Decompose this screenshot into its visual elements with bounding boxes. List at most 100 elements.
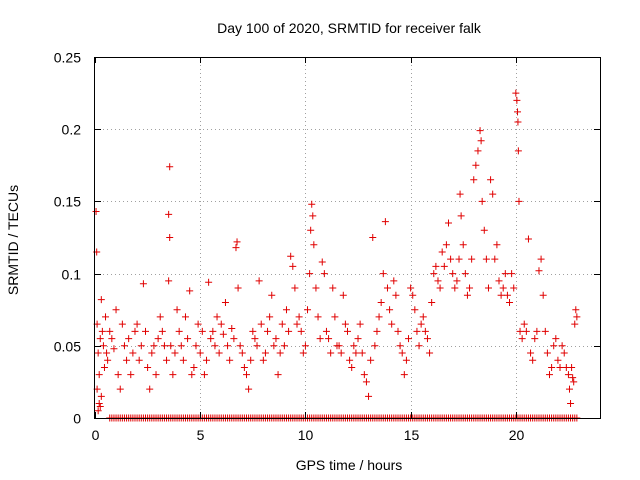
data-point [398, 349, 406, 357]
data-point [417, 320, 425, 328]
data-point [409, 291, 417, 299]
data-point [550, 342, 558, 350]
data-point [510, 284, 518, 292]
data-point [543, 349, 551, 357]
data-point [520, 320, 528, 328]
data-point [127, 371, 135, 379]
data-point [335, 342, 343, 350]
data-point [274, 371, 282, 379]
data-point [270, 342, 278, 350]
data-point [95, 371, 103, 379]
data-point [139, 280, 147, 288]
data-point [135, 356, 143, 364]
data-point [293, 320, 301, 328]
data-point [259, 356, 267, 364]
data-point [243, 371, 250, 379]
data-point [565, 385, 573, 393]
data-point [224, 342, 232, 350]
data-point [516, 327, 524, 335]
data-point [379, 270, 387, 278]
data-point [506, 298, 514, 306]
data-point [112, 306, 120, 314]
data-point [383, 284, 391, 292]
data-point [339, 291, 347, 299]
data-point [255, 277, 263, 285]
data-point [362, 378, 370, 386]
data-point [546, 371, 553, 379]
data-point [304, 306, 312, 314]
data-point [495, 277, 503, 285]
data-point [445, 219, 452, 227]
data-point [146, 385, 154, 393]
data-point [449, 270, 457, 278]
y-tick-label: 0.1 [62, 267, 82, 283]
data-point [291, 284, 299, 292]
data-point [499, 284, 507, 292]
data-point [266, 313, 274, 321]
data-point [217, 320, 225, 328]
data-point [97, 296, 105, 304]
data-point [430, 270, 438, 278]
data-point [421, 327, 429, 335]
data-point [95, 400, 103, 408]
data-point [358, 349, 366, 357]
data-point [125, 335, 133, 343]
data-point [527, 349, 535, 357]
data-point [272, 335, 280, 343]
data-point [392, 291, 400, 299]
data-point [278, 320, 286, 328]
data-point [299, 349, 307, 357]
data-point [558, 342, 566, 350]
data-point [470, 176, 478, 184]
data-point [468, 255, 476, 263]
data-point [238, 349, 246, 357]
data-point [325, 335, 333, 343]
data-point [480, 226, 488, 234]
data-point [114, 371, 122, 379]
data-point [137, 342, 145, 350]
data-point [196, 349, 204, 357]
data-point [320, 270, 328, 278]
data-point [179, 356, 187, 364]
data-point [484, 284, 492, 292]
data-point [413, 327, 421, 335]
data-point [419, 313, 427, 321]
data-point [198, 327, 206, 335]
data-point [432, 262, 440, 270]
data-point [166, 163, 174, 171]
y-axis-label: SRMTID / TECUs [5, 185, 21, 295]
data-point [96, 402, 104, 410]
data-point [360, 371, 368, 379]
data-point [194, 320, 202, 328]
data-point [428, 298, 436, 306]
x-axis-label: GPS time / hours [296, 457, 403, 473]
data-point [264, 327, 272, 335]
data-point [106, 327, 114, 335]
data-point [341, 320, 349, 328]
data-point [257, 320, 265, 328]
data-point [253, 342, 261, 350]
data-point [440, 262, 448, 270]
data-point [116, 385, 124, 393]
data-point [245, 385, 253, 393]
chart-title: Day 100 of 2020, SRMTID for receiver fal… [217, 20, 482, 36]
data-point [442, 241, 450, 249]
data-point [316, 335, 324, 343]
x-tick-label: 10 [298, 427, 314, 443]
data-point [402, 356, 410, 364]
data-point [142, 327, 149, 335]
data-point [491, 255, 499, 263]
data-point [297, 327, 305, 335]
data-point [539, 291, 547, 299]
data-point [150, 342, 158, 350]
data-point [447, 255, 455, 263]
data-point [318, 258, 326, 266]
data-point [154, 335, 162, 343]
data-point [203, 356, 211, 364]
data-point [144, 363, 152, 371]
data-point [352, 349, 360, 357]
y-tick-label: 0.25 [54, 50, 81, 66]
data-point [569, 374, 577, 382]
data-point [219, 330, 227, 338]
